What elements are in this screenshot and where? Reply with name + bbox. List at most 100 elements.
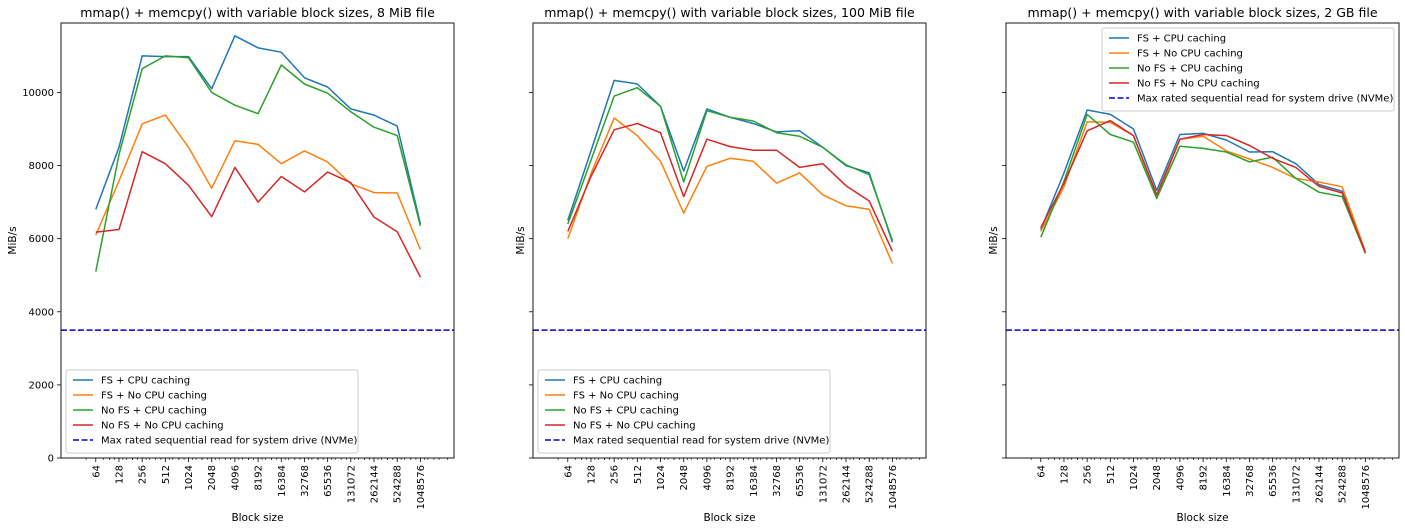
x-tick-label: 1024 xyxy=(656,465,667,490)
x-tick-label: 524288 xyxy=(393,465,404,503)
legend: FS + CPU caching FS + No CPU caching No FS… xyxy=(65,369,359,454)
series-line-3 xyxy=(95,55,422,272)
chart-title: mmap() + memcpy() with variable block si… xyxy=(544,5,915,20)
x-tick-label: 8192 xyxy=(254,465,265,490)
x-tick-label: 4096 xyxy=(702,465,713,490)
x-tick-label: 16384 xyxy=(1222,465,1233,497)
x-tick-label: 131072 xyxy=(1291,465,1302,503)
x-tick-label: 16384 xyxy=(277,465,288,497)
plot-frame xyxy=(532,22,927,459)
x-tick-label: 65536 xyxy=(323,465,334,497)
legend: FS + CPU caching FS + No CPU caching No FS… xyxy=(1101,27,1395,112)
x-tick-label: 262144 xyxy=(842,465,853,503)
legend-box xyxy=(65,369,359,454)
x-tick-label: 524288 xyxy=(1338,465,1349,503)
x-tick-label: 524288 xyxy=(865,465,876,503)
x-tick-label: 512 xyxy=(161,465,172,484)
legend-label-3: No FS + CPU caching xyxy=(101,406,207,417)
x-tick-label: 4096 xyxy=(1175,465,1186,490)
x-tick-label: 4096 xyxy=(230,465,241,490)
x-tick-label: 131072 xyxy=(346,465,357,503)
plot-frame xyxy=(60,22,455,459)
legend-label-2: FS + No CPU caching xyxy=(1137,49,1243,60)
legend-label-3: No FS + CPU caching xyxy=(573,406,679,417)
series-line-4 xyxy=(1040,119,1367,253)
series-line-1 xyxy=(567,79,894,243)
legend-label-1: FS + CPU caching xyxy=(101,376,190,387)
x-tick-label: 64 xyxy=(91,465,102,478)
x-tick-label: 32768 xyxy=(772,465,783,497)
x-tick-label: 1048576 xyxy=(1361,465,1372,510)
chart-title: mmap() + memcpy() with variable block si… xyxy=(80,5,435,20)
series-line-1 xyxy=(95,35,422,225)
x-tick-label: 8192 xyxy=(726,465,737,490)
series-line-2 xyxy=(567,117,894,264)
x-tick-label: 32768 xyxy=(300,465,311,497)
x-tick-label: 2048 xyxy=(207,465,218,490)
x-tick-label: 65536 xyxy=(795,465,806,497)
x-tick-label: 512 xyxy=(633,465,644,484)
series-line-3 xyxy=(1040,113,1367,254)
series-line-2 xyxy=(1040,120,1367,252)
x-tick-label: 1024 xyxy=(1129,465,1140,490)
x-tick-label: 128 xyxy=(586,465,597,484)
legend-label-4: No FS + No CPU caching xyxy=(101,421,224,432)
legend-label-2: FS + No CPU caching xyxy=(101,391,207,402)
x-tick-label: 64 xyxy=(1036,465,1047,478)
x-tick-label: 262144 xyxy=(370,465,381,503)
y-axis-label: MiB/s xyxy=(7,226,19,254)
x-tick-label: 65536 xyxy=(1268,465,1279,497)
y-tick-label: 8000 xyxy=(29,161,54,172)
legend-label-1: FS + CPU caching xyxy=(1137,34,1226,45)
chart-panel-3: mmap() + memcpy() with variable block si… xyxy=(988,5,1400,524)
x-tick-label: 32768 xyxy=(1245,465,1256,497)
legend-box xyxy=(537,369,831,454)
y-tick-label: 6000 xyxy=(29,234,54,245)
y-axis-label: MiB/s xyxy=(988,226,1000,254)
legend-box xyxy=(1101,27,1395,112)
legend-label-3: No FS + CPU caching xyxy=(1137,64,1243,75)
y-axis-label: MiB/s xyxy=(515,226,527,254)
plot-frame xyxy=(1005,22,1400,459)
x-tick-label: 1048576 xyxy=(416,465,427,510)
legend-label-5: Max rated sequential read for system dri… xyxy=(1137,94,1393,105)
x-axis-label: Block size xyxy=(1176,512,1228,524)
series-line-3 xyxy=(567,86,894,241)
x-tick-label: 1048576 xyxy=(888,465,899,510)
x-tick-label: 1024 xyxy=(184,465,195,490)
series-line-1 xyxy=(1040,109,1367,254)
series-line-2 xyxy=(95,114,422,250)
x-axis-label: Block size xyxy=(231,512,283,524)
legend-label-1: FS + CPU caching xyxy=(573,376,662,387)
chart-title: mmap() + memcpy() with variable block si… xyxy=(1027,5,1377,20)
x-tick-label: 256 xyxy=(610,465,621,484)
series-line-4 xyxy=(567,122,894,252)
x-tick-label: 512 xyxy=(1106,465,1117,484)
y-tick-label: 10000 xyxy=(22,88,54,99)
x-tick-label: 262144 xyxy=(1315,465,1326,503)
x-tick-label: 131072 xyxy=(818,465,829,503)
series-line-4 xyxy=(95,150,422,278)
x-tick-label: 256 xyxy=(138,465,149,484)
x-axis-label: Block size xyxy=(703,512,755,524)
legend-label-4: No FS + No CPU caching xyxy=(1137,79,1260,90)
x-tick-label: 2048 xyxy=(1152,465,1163,490)
legend-label-4: No FS + No CPU caching xyxy=(573,421,696,432)
legend-label-2: FS + No CPU caching xyxy=(573,391,679,402)
x-tick-label: 2048 xyxy=(679,465,690,490)
x-tick-label: 128 xyxy=(1059,465,1070,484)
x-tick-label: 256 xyxy=(1083,465,1094,484)
x-tick-label: 128 xyxy=(114,465,125,484)
chart-panel-1: mmap() + memcpy() with variable block si… xyxy=(7,5,455,524)
legend-label-5: Max rated sequential read for system dri… xyxy=(101,436,357,447)
x-tick-label: 16384 xyxy=(749,465,760,497)
chart-panel-2: mmap() + memcpy() with variable block si… xyxy=(515,5,927,524)
legend-label-5: Max rated sequential read for system dri… xyxy=(573,436,829,447)
y-tick-label: 2000 xyxy=(29,380,54,391)
y-tick-label: 0 xyxy=(48,454,54,465)
y-tick-label: 4000 xyxy=(29,307,54,318)
x-tick-label: 8192 xyxy=(1199,465,1210,490)
x-tick-label: 64 xyxy=(563,465,574,478)
legend: FS + CPU caching FS + No CPU caching No FS… xyxy=(537,369,831,454)
